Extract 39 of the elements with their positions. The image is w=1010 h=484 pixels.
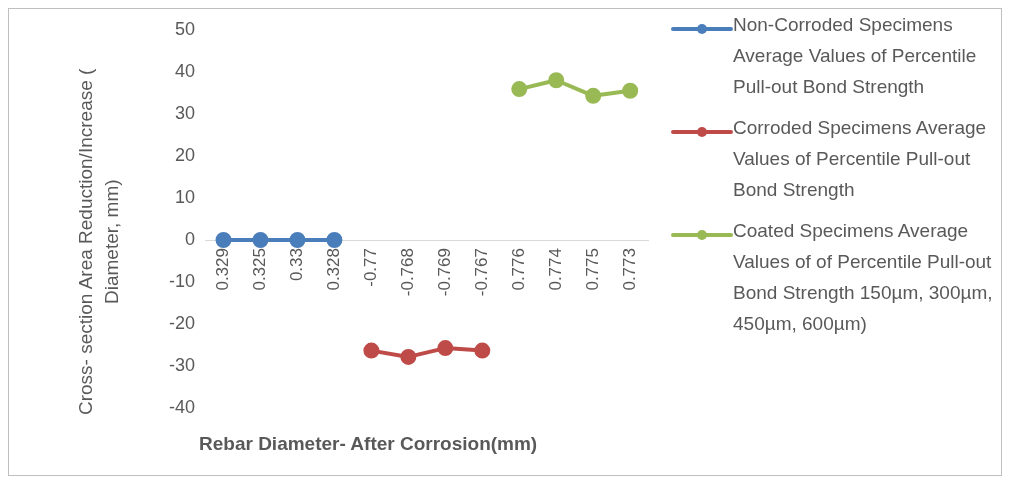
x-tick-label: -0.768	[398, 248, 418, 297]
point	[437, 340, 454, 357]
point	[289, 232, 306, 249]
point	[585, 87, 602, 104]
x-tick-label: 0.328	[324, 248, 344, 291]
x-tick-label: 0.776	[508, 248, 528, 291]
y-tick-label: 40	[174, 60, 196, 81]
point	[400, 348, 417, 365]
y-tick-label: 50	[174, 18, 196, 39]
point	[215, 232, 232, 249]
x-tick-label: -0.767	[471, 248, 491, 297]
point	[326, 232, 343, 249]
point	[548, 72, 565, 89]
y-tick-label: -10	[169, 271, 196, 292]
x-tick-label: 0.773	[619, 248, 639, 291]
point	[474, 342, 491, 359]
legend-label: Coated Specimens Average Values of of Percentile Pull-out Bond Strength 150µm, 300µm, 450µm, 600µm)	[733, 219, 993, 336]
y-tick-label: -40	[169, 397, 196, 418]
y-tick-label: 30	[174, 102, 196, 123]
x-tick-label: 0.329	[213, 248, 233, 291]
point	[511, 81, 528, 98]
x-tick-label: 0.325	[250, 248, 270, 291]
y-tick-label: 0	[185, 228, 196, 249]
y-axis-title: Cross- section Area Reduction/Increase ( Diameter, mm)	[74, 67, 123, 418]
legend-label: Non-Corroded Specimens Average Values of Percentile Pull-out Bond Strength	[733, 13, 978, 99]
x-tick-label: -0.769	[435, 248, 455, 297]
x-tick-label: -0.77	[361, 248, 381, 287]
y-tick-label: -30	[169, 355, 196, 376]
y-tick-label: 10	[174, 186, 196, 207]
point	[252, 232, 269, 249]
y-tick-label: 20	[174, 144, 196, 165]
x-tick-label: 0.775	[582, 248, 602, 291]
legend-label: Corroded Specimens Average Values of Percentile Pull-out Bond Strength	[733, 116, 988, 202]
x-tick-label: 0.774	[545, 248, 565, 291]
x-axis-title: Rebar Diameter- After Corrosion(mm)	[199, 433, 539, 455]
point	[622, 82, 639, 99]
x-tick-label: 0.33	[287, 248, 307, 282]
point	[363, 342, 380, 359]
y-tick-label: -20	[169, 313, 196, 334]
